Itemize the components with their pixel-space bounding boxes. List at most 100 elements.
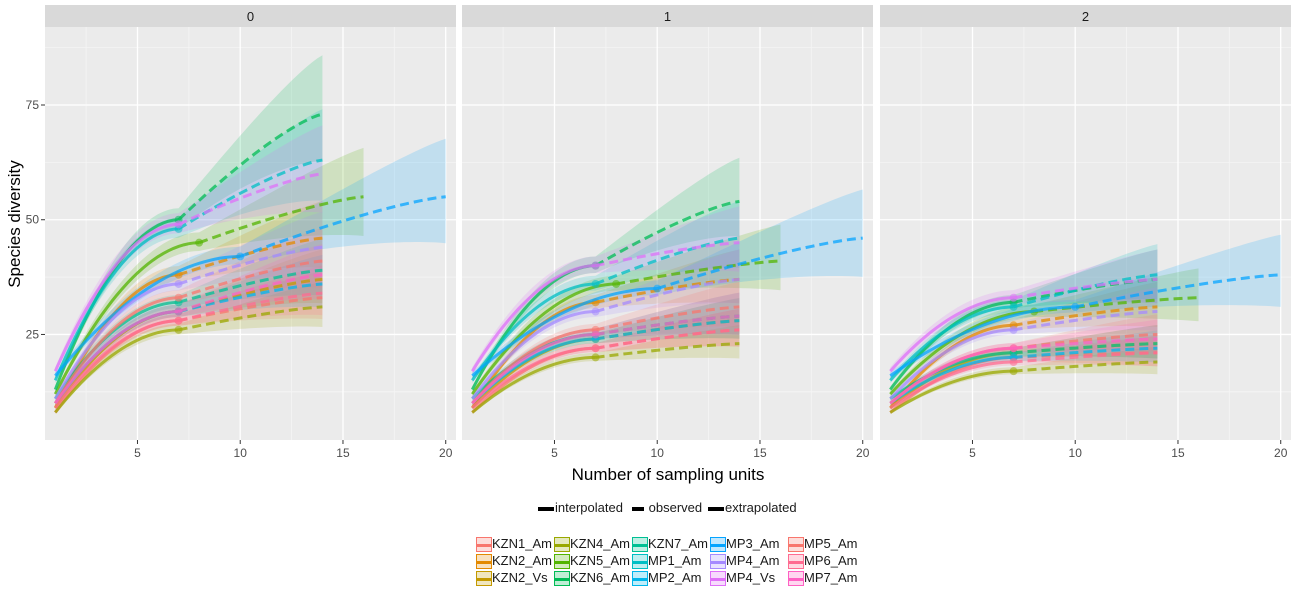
confidence-band-MP4_Am [55, 211, 323, 401]
legend-item-MP4_Am: MP4_Am [710, 552, 780, 570]
confidence-band-MP1_Am [55, 109, 323, 384]
observed-point-MP3_Am [236, 252, 245, 261]
legend-item-KZN1_Am: KZN1_Am [476, 535, 552, 553]
observed-point-MP7_Am [1009, 344, 1018, 353]
confidence-band-MP4_Am [890, 287, 1158, 401]
legend-item-MP3_Am: MP3_Am [710, 535, 780, 553]
x-tick-label: 5 [969, 446, 976, 460]
extrapolated-line-MP3_Am [1074, 273, 1281, 309]
interpolated-line-MP5_Am [54, 296, 179, 405]
observed-point-MP1_Am [591, 279, 600, 288]
observed-point-KZN4_Am [1009, 367, 1018, 376]
confidence-band-KZN5_Am [472, 224, 781, 397]
confidence-band-KZN2_Am [472, 249, 740, 410]
observed-point-MP4_Am [174, 279, 183, 288]
interpolated-line-MP1_Am [471, 282, 596, 382]
extrapolated-line-MP6_Am [1013, 351, 1158, 364]
legend-item-label: KZN2_Am [492, 553, 552, 568]
legend-item-KZN2_Am: KZN2_Am [476, 552, 552, 570]
legend-key-icon [632, 554, 648, 570]
method-legend: interpolated observed extrapolated [0, 497, 1300, 519]
confidence-band-KZN5_Am [890, 268, 1199, 397]
confidence-band-MP4_Vs [472, 206, 740, 375]
legend-key-icon [476, 571, 492, 587]
legend-item-label: KZN1_Am [492, 536, 552, 551]
extrapolated-line-KZN2_Am [1013, 305, 1158, 327]
interpolated-line-KZN4_Am [889, 369, 1014, 414]
legend-item-MP7_Am: MP7_Am [788, 569, 857, 587]
extrapolated-line-KZN6_Am [177, 112, 323, 221]
interpolated-line-MP4_Am [889, 328, 1014, 400]
extrapolated-line-MP6_Am [595, 328, 740, 350]
extrapolated-line-MP7_Am [595, 314, 740, 336]
interpolated-line-KZN4_Am [54, 328, 179, 414]
legend-observed: observed [632, 497, 702, 519]
x-tick-label: 10 [234, 446, 248, 460]
legend-item-MP1_Am: MP1_Am [632, 552, 701, 570]
confidence-band-MP2_Am [472, 298, 740, 406]
legend-extrapolated: extrapolated [708, 497, 797, 519]
confidence-band-MP7_Am [472, 292, 740, 406]
legend-item-label: MP3_Am [726, 536, 780, 551]
x-tick-label: 20 [856, 446, 870, 460]
extrapolated-line-MP1_Am [177, 158, 323, 231]
legend-item-MP6_Am: MP6_Am [788, 552, 857, 570]
y-tick-label: 50 [26, 213, 40, 227]
legend-interpolated-label: interpolated [555, 500, 623, 515]
interpolated-line-MP1_Am [53, 227, 179, 381]
extrapolated-line-MP5_Am [595, 305, 740, 332]
legend-key-icon [788, 571, 804, 587]
confidence-band-MP5_Am [55, 227, 323, 406]
confidence-band-MP3_Am [472, 189, 863, 379]
legend-item-KZN5_Am: KZN5_Am [554, 552, 630, 570]
panel-background [45, 27, 456, 440]
confidence-band-KZN6_Am [55, 55, 323, 392]
confidence-band-KZN4_Am [890, 346, 1158, 414]
legend-extrapolated-label: extrapolated [725, 500, 797, 515]
extrapolated-line-MP3_Am [656, 236, 863, 290]
facet-strip [462, 5, 873, 27]
x-axis-label: Number of sampling units [572, 465, 765, 484]
legend-item-label: KZN7_Am [648, 536, 708, 551]
legend-key-icon [554, 537, 570, 553]
confidence-band-MP6_Am [472, 308, 740, 410]
x-tick-label: 15 [1171, 446, 1185, 460]
facet-panel-2: 2 5 10 15 20 [880, 5, 1291, 460]
legend-interpolated: interpolated [538, 497, 623, 519]
interpolated-line-MP6_Am [54, 319, 179, 409]
confidence-band-KZN7_Am [55, 238, 323, 401]
observed-point-MP4_Am [1009, 325, 1018, 334]
confidence-band-KZN2_Vs [472, 298, 740, 410]
facet-strip-label: 0 [247, 9, 254, 24]
interpolated-line-KZN7_Am [889, 351, 1014, 400]
y-tick-label: 25 [26, 327, 40, 341]
confidence-band-MP5_Am [890, 314, 1158, 406]
facet-panel-1: 15 10 15 20 [462, 5, 873, 460]
confidence-band-MP2_Am [890, 330, 1158, 406]
interpolated-line-MP3_Am [54, 254, 241, 377]
interpolated-line-MP4_Vs [471, 264, 596, 372]
extrapolated-line-MP1_Am [595, 236, 740, 286]
interpolated-line-MP3_Am [889, 305, 1076, 377]
legend-key-icon [554, 571, 570, 587]
interpolated-line-MP2_Am [889, 355, 1014, 405]
x-tick-label: 5 [551, 446, 558, 460]
facet-strip-label: 2 [1082, 9, 1089, 24]
legend-key-icon [632, 571, 648, 587]
observed-point-MP6_Am [174, 316, 183, 325]
extrapolated-line-KZN4_Am [1013, 360, 1158, 373]
observed-point-MP1_Am [1009, 302, 1018, 311]
y-tick-label: 75 [26, 98, 40, 112]
site-legend: KZN1_Am KZN2_Am KZN2_Vs KZN4_Am KZN5_Am KZN6_… [476, 535, 876, 595]
interpolated-line-MP1_Am [889, 305, 1014, 382]
extrapolated-line-KZN2_Am [595, 277, 740, 304]
confidence-band-MP1_Am [472, 200, 740, 384]
legend-key-icon [476, 537, 492, 553]
legend-item-label: MP4_Am [726, 553, 780, 568]
legend-item-label: KZN6_Am [570, 570, 630, 585]
legend-item-label: MP2_Am [648, 570, 702, 585]
observed-point-KZN4_Am [591, 353, 600, 362]
facet-strip [880, 5, 1291, 27]
confidence-band-MP4_Vs [890, 249, 1158, 375]
legend-key-icon [710, 537, 726, 553]
